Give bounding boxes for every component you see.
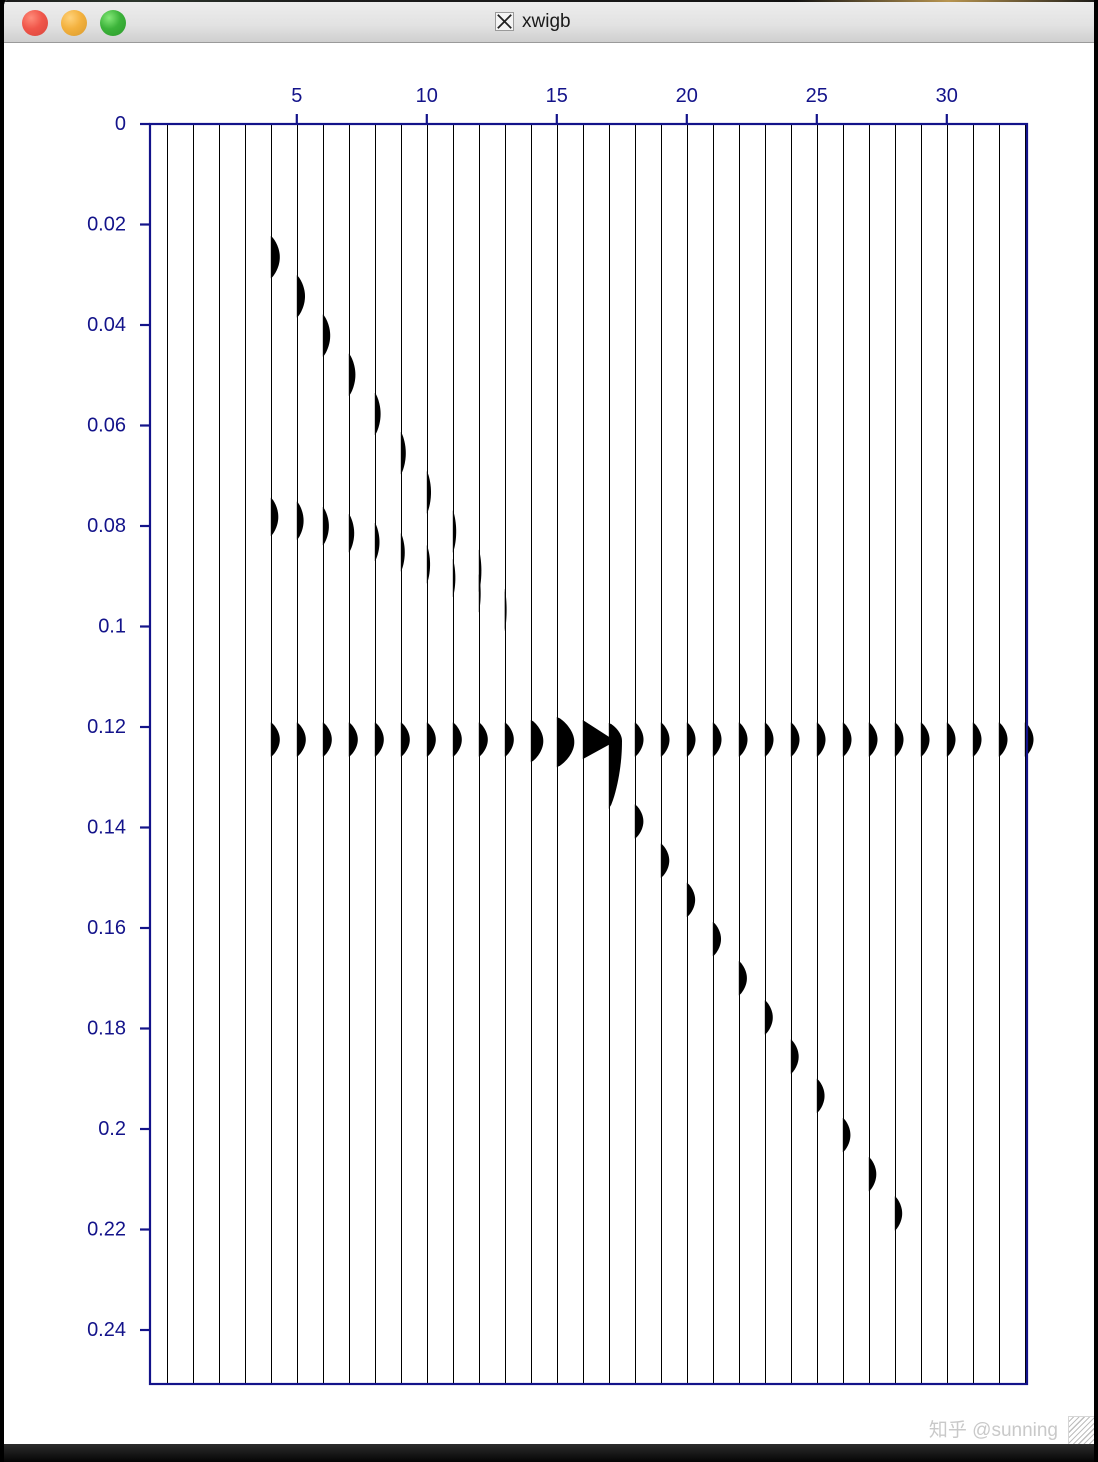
svg-text:15: 15 <box>546 85 568 107</box>
svg-text:20: 20 <box>676 85 698 107</box>
svg-text:0.08: 0.08 <box>87 515 126 537</box>
svg-text:0.16: 0.16 <box>87 917 126 939</box>
svg-text:0.04: 0.04 <box>87 314 126 336</box>
svg-text:0.12: 0.12 <box>87 716 126 738</box>
svg-text:0.06: 0.06 <box>87 415 126 437</box>
svg-text:0.1: 0.1 <box>98 616 126 638</box>
svg-text:0.18: 0.18 <box>87 1018 126 1040</box>
svg-text:10: 10 <box>416 85 438 107</box>
svg-text:30: 30 <box>936 85 958 107</box>
svg-text:0.02: 0.02 <box>87 214 126 236</box>
svg-text:0: 0 <box>115 113 126 135</box>
svg-text:0.2: 0.2 <box>98 1118 126 1140</box>
svg-text:0.22: 0.22 <box>87 1219 126 1241</box>
svg-text:25: 25 <box>806 85 828 107</box>
svg-text:0.24: 0.24 <box>87 1319 126 1341</box>
svg-text:0.14: 0.14 <box>87 817 126 839</box>
svg-text:5: 5 <box>291 85 302 107</box>
